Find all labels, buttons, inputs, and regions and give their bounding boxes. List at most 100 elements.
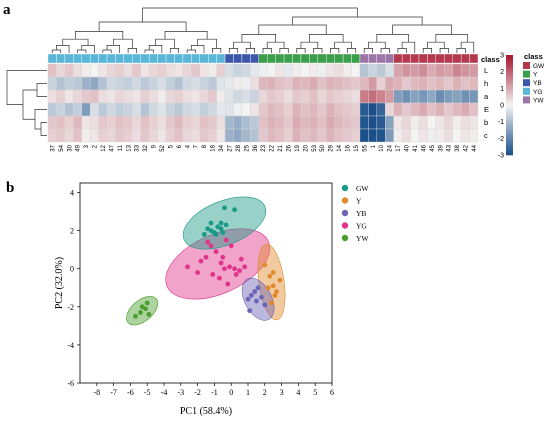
heatmap-cell: [73, 63, 82, 78]
class-bar-cell: [334, 53, 344, 64]
heatmap-cell: [368, 128, 378, 143]
row-label: b: [484, 118, 488, 127]
dendrogram-branch: [313, 48, 323, 53]
class-bar-cell: [469, 53, 479, 64]
dendrogram-branch: [81, 45, 95, 53]
dendrogram-branch: [40, 122, 47, 136]
color-scale-segment: [506, 120, 513, 123]
heatmap-cell: [106, 63, 116, 78]
color-scale-segment: [506, 142, 513, 146]
heatmap-cell: [224, 128, 234, 143]
heatmap-cell: [460, 115, 470, 130]
color-scale-segment: [506, 82, 513, 86]
column-label: 47: [109, 144, 115, 151]
heatmap-cell: [233, 102, 243, 117]
heatmap-cell: [148, 102, 158, 117]
class-bar-cell: [81, 53, 91, 64]
heatmap-cell: [300, 76, 310, 91]
heatmap-cell: [157, 102, 167, 117]
class-bar-cell: [376, 53, 386, 64]
heatmap-cell: [444, 102, 453, 117]
column-label: 4: [185, 144, 191, 148]
color-scale-segment: [506, 72, 513, 76]
heatmap-cell: [410, 89, 420, 104]
dendrogram-branch: [112, 38, 133, 49]
column-label: 26: [286, 144, 292, 151]
dendrogram-branch: [77, 49, 87, 53]
class-bar-cell: [132, 53, 141, 64]
heatmap-cell: [410, 115, 420, 130]
heatmap-cell: [435, 63, 445, 78]
heatmap-cell: [241, 102, 251, 117]
class-bar-cell: [56, 53, 66, 64]
heatmap-cell: [165, 63, 175, 78]
heatmap-cell: [427, 115, 437, 130]
heatmap-cell: [309, 63, 319, 78]
legend-label: YG: [356, 222, 367, 231]
color-scale-segment: [506, 95, 513, 98]
data-point: [225, 281, 231, 287]
legend-marker: [341, 222, 349, 229]
heatmap-cell: [73, 89, 82, 104]
column-label: 5: [168, 144, 174, 148]
heatmap-cell: [460, 63, 470, 78]
data-point: [270, 270, 276, 275]
color-scale-segment: [506, 145, 513, 148]
heatmap-cell: [132, 76, 141, 91]
class-bar-cell: [115, 53, 125, 64]
heatmap-cell: [418, 63, 428, 78]
class-bar-cell: [89, 53, 99, 64]
color-scale-segment: [506, 60, 513, 63]
color-scale-segment: [506, 115, 513, 118]
heatmap-cell: [123, 115, 133, 130]
heatmap-cell: [224, 115, 234, 130]
dendrogram-branch: [380, 48, 390, 53]
heatmap-cell: [469, 76, 479, 91]
class-bar-cell: [64, 53, 74, 64]
heatmap-cell: [444, 89, 453, 104]
class-legend-label: GW: [533, 63, 545, 70]
heatmap-cell: [64, 128, 74, 143]
column-label: 50: [320, 144, 326, 151]
heatmap-cell: [106, 115, 116, 130]
heatmap-cell: [326, 89, 335, 104]
x-tick-label: -1: [211, 388, 218, 397]
column-label: 44: [472, 144, 478, 151]
class-bar-cell: [300, 53, 310, 64]
heatmap-cell: [452, 115, 462, 130]
class-legend-swatch: [523, 96, 530, 104]
heatmap-cell: [258, 63, 268, 78]
heatmap-cell: [47, 128, 57, 143]
heatmap-cell: [410, 76, 420, 91]
x-tick-label: 1: [246, 388, 250, 397]
color-scale-segment: [506, 90, 513, 93]
heatmap-cell: [224, 102, 234, 117]
heatmap-cell: [444, 76, 453, 91]
heatmap-cell: [469, 102, 479, 117]
dendrogram-branch: [460, 41, 475, 53]
heatmap-cell: [359, 76, 369, 91]
heatmap-cell: [132, 115, 141, 130]
data-point: [220, 254, 226, 260]
heatmap-cell: [98, 128, 108, 143]
heatmap-cell: [351, 89, 361, 104]
dendrogram-branch: [62, 38, 89, 46]
heatmap-cell: [283, 89, 293, 104]
heatmap-cell: [376, 115, 386, 130]
heatmap-cell: [385, 89, 394, 104]
class-bar-cell: [191, 53, 200, 64]
class-bar-cell: [106, 53, 116, 64]
heatmap-cell: [393, 89, 403, 104]
data-point: [265, 285, 271, 291]
row-label: E: [484, 105, 489, 114]
heatmap-cell: [469, 63, 479, 78]
dendrogram-branch: [427, 41, 445, 49]
heatmap-cell: [300, 102, 310, 117]
color-scale-segment: [506, 122, 513, 126]
heatmap-cell: [376, 128, 386, 143]
dendrogram-branch: [368, 41, 386, 49]
heatmap-cell: [342, 89, 352, 104]
heatmap-cell: [359, 63, 369, 78]
heatmap-cell: [207, 115, 217, 130]
dendrogram-branch: [376, 34, 409, 43]
